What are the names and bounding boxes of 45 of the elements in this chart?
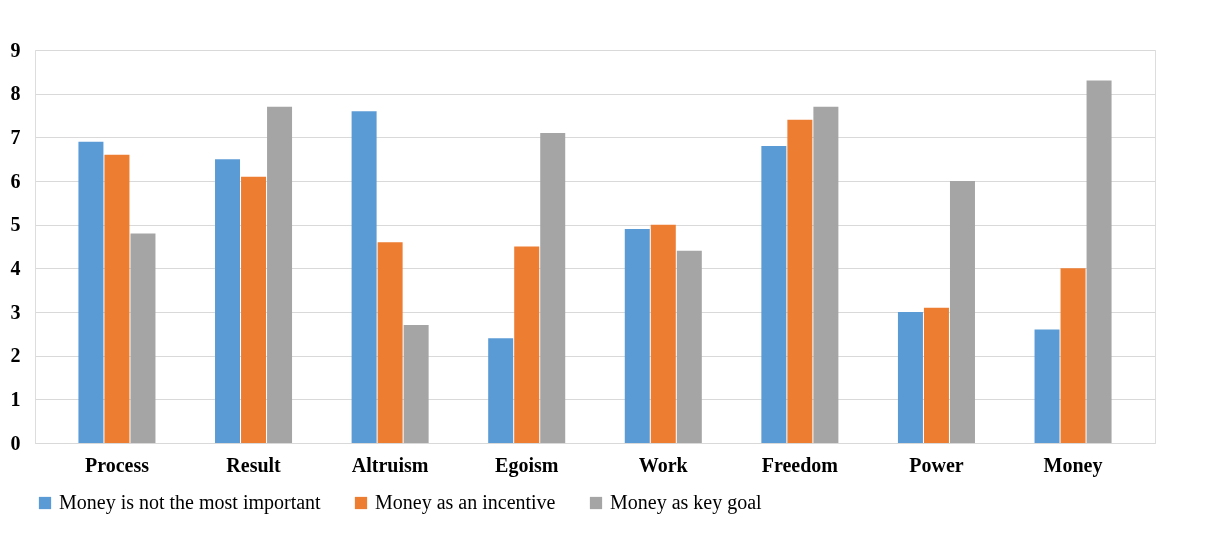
bar	[540, 132, 566, 443]
bar	[1086, 80, 1112, 443]
bar	[104, 154, 130, 443]
bar	[650, 224, 676, 443]
y-tick-label: 7	[10, 125, 21, 148]
bar	[624, 229, 650, 443]
bar	[78, 141, 104, 443]
bar	[761, 146, 787, 443]
bar	[267, 106, 293, 443]
y-tick-label: 6	[10, 169, 21, 192]
y-tick-label: 0	[10, 431, 21, 454]
y-tick-label: 5	[10, 213, 21, 236]
y-tick-label: 9	[10, 38, 21, 61]
y-tick-label: 8	[10, 82, 21, 105]
y-tick-label: 1	[10, 387, 21, 410]
bar	[1034, 329, 1060, 443]
bar	[377, 242, 403, 443]
bar	[130, 233, 156, 443]
bar	[949, 181, 975, 443]
bar	[241, 176, 267, 443]
bar	[676, 250, 702, 443]
bar	[488, 338, 514, 443]
bar	[897, 312, 923, 443]
y-tick-label: 2	[10, 344, 21, 367]
y-tick-label: 3	[10, 300, 21, 323]
bar	[351, 111, 377, 443]
bar	[514, 246, 540, 443]
bar	[403, 325, 429, 443]
x-tick-label: Result	[226, 453, 282, 476]
x-tick-label: Work	[638, 453, 689, 476]
x-tick-label: Freedom	[761, 453, 839, 476]
legend-label: Money as key goal	[610, 491, 763, 514]
bar	[1060, 268, 1086, 443]
bar	[923, 307, 949, 443]
bar	[215, 159, 241, 443]
bar	[813, 106, 839, 443]
x-tick-label: Power	[909, 453, 964, 476]
bar	[787, 119, 813, 443]
y-tick-label: 4	[10, 256, 21, 279]
legend-label: Money is not the most important	[59, 491, 322, 514]
x-tick-label: Egoism	[495, 453, 559, 477]
x-tick-label: Altruism	[351, 453, 429, 476]
legend-label: Money as an incentive	[375, 491, 556, 514]
x-tick-label: Money	[1043, 453, 1103, 477]
x-tick-label: Process	[84, 453, 150, 476]
